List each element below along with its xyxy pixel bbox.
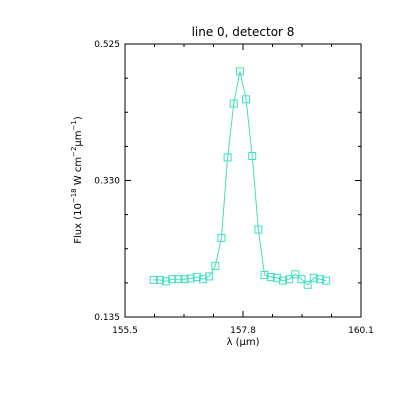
y-tick-label: 0.135 bbox=[94, 313, 120, 323]
data-point bbox=[162, 277, 171, 286]
data-point bbox=[211, 261, 220, 270]
data-point bbox=[266, 273, 275, 282]
series-line bbox=[153, 71, 327, 286]
tick-labels: 155.5 157.8 160.1 0.135 0.330 0.525 bbox=[94, 40, 374, 336]
data-point bbox=[192, 273, 201, 282]
data-point bbox=[229, 99, 238, 108]
data-point bbox=[272, 273, 281, 282]
data-point bbox=[223, 153, 232, 162]
data-point bbox=[279, 276, 288, 285]
data-point bbox=[235, 67, 244, 76]
data-point bbox=[186, 274, 195, 283]
data-point bbox=[309, 273, 318, 282]
data-point bbox=[291, 270, 300, 279]
series-markers bbox=[149, 67, 331, 289]
data-point bbox=[149, 275, 158, 284]
data-point bbox=[174, 275, 183, 284]
data-point bbox=[297, 275, 306, 284]
data-point bbox=[205, 272, 214, 281]
data-point bbox=[155, 275, 164, 284]
x-axis-label: λ (μm) bbox=[226, 337, 259, 348]
x-tick-label: 160.1 bbox=[348, 326, 374, 336]
data-point bbox=[303, 280, 312, 289]
data-point bbox=[248, 152, 257, 160]
data-point bbox=[322, 276, 331, 285]
data-point bbox=[285, 275, 294, 284]
data-point bbox=[180, 275, 189, 284]
x-tick-label: 157.8 bbox=[230, 326, 256, 336]
y-axis-label: Flux (10−18 W cm−2μm−1) bbox=[70, 116, 84, 244]
x-tick-label: 155.5 bbox=[112, 326, 138, 336]
data-point bbox=[254, 225, 263, 234]
data-point bbox=[198, 275, 207, 284]
y-tick-label: 0.525 bbox=[94, 40, 120, 50]
chart-title: line 0, detector 8 bbox=[192, 25, 295, 39]
axis-ticks bbox=[124, 43, 362, 318]
data-point bbox=[260, 271, 269, 279]
data-point bbox=[217, 233, 226, 242]
data-point bbox=[315, 275, 324, 284]
data-point bbox=[168, 275, 177, 284]
data-point bbox=[242, 95, 251, 104]
y-tick-label: 0.330 bbox=[94, 177, 120, 187]
